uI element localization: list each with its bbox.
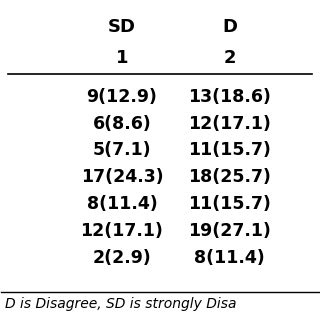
Text: 13(18.6): 13(18.6) <box>188 88 271 106</box>
Text: SD: SD <box>108 18 136 36</box>
Text: 17(24.3): 17(24.3) <box>81 168 163 187</box>
Text: 6(8.6): 6(8.6) <box>92 115 151 132</box>
Text: 11(15.7): 11(15.7) <box>188 141 271 159</box>
Text: 8(11.4): 8(11.4) <box>195 249 265 267</box>
Text: 1: 1 <box>116 50 128 68</box>
Text: 2(2.9): 2(2.9) <box>92 249 151 267</box>
Text: D is Disagree, SD is strongly Disa: D is Disagree, SD is strongly Disa <box>4 297 236 311</box>
Text: 12(17.1): 12(17.1) <box>81 222 164 240</box>
Text: 9(12.9): 9(12.9) <box>86 88 157 106</box>
Text: 8(11.4): 8(11.4) <box>86 196 157 213</box>
Text: 18(25.7): 18(25.7) <box>188 168 271 187</box>
Text: 2: 2 <box>224 50 236 68</box>
Text: 12(17.1): 12(17.1) <box>188 115 271 132</box>
Text: 5(7.1): 5(7.1) <box>92 141 151 159</box>
Text: 19(27.1): 19(27.1) <box>188 222 271 240</box>
Text: 11(15.7): 11(15.7) <box>188 196 271 213</box>
Text: D: D <box>222 18 237 36</box>
